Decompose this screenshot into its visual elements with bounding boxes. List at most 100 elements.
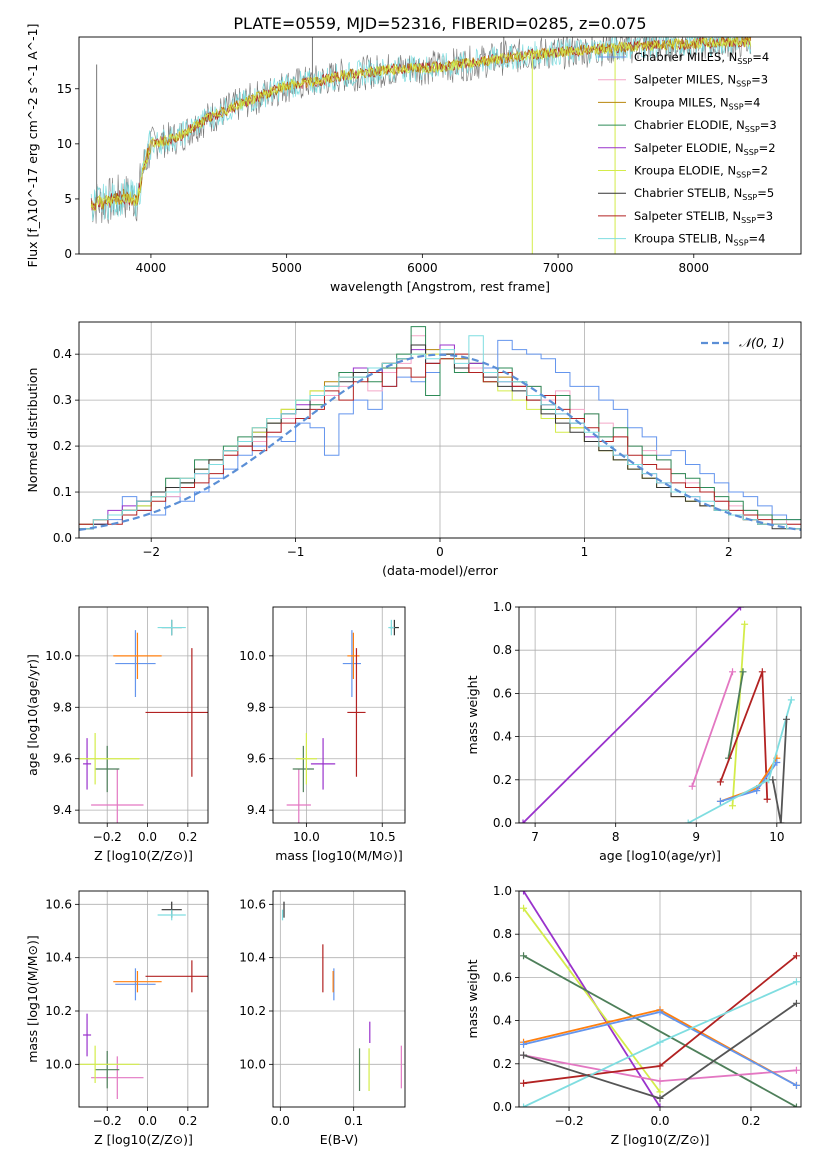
legend-label: Chabrier STELIB, NSSP=5 [634,186,774,202]
weight-marker [656,1094,664,1102]
errorbar-point [95,1051,120,1089]
weight-marker [739,668,747,676]
legend-label: Kroupa MILES, NSSP=4 [634,95,760,111]
y-tick-label: 10.4 [45,951,72,965]
x-tick-label: 0.0 [650,1114,669,1128]
legend-label-sub: SSP [737,57,752,66]
mass_vs_ebv-panel: 0.0 0.1 10.0 10.2 10.4 10.6 E(B-V) [239,890,406,1147]
y-axis-label: age [log10(age/yr)] [25,654,40,776]
weight-marker [763,795,771,803]
age_vs_mass-plot-area [286,619,399,823]
errorbar-point [347,648,366,777]
mass_vs_ebv-plot-area [281,901,402,1091]
x-tick-label: 0.2 [178,1114,197,1128]
weight-marker [520,1079,528,1087]
weight-marker [792,978,800,986]
weight-marker [520,952,528,960]
y-tick-label: 10.4 [239,951,266,965]
x-tick-label: 1 [581,545,589,559]
legend-label: Chabrier MILES, NSSP=4 [634,50,769,66]
weight_vs_Z-plot-area [520,891,800,1107]
residuals-panel: −2 −1 0 1 2 0.0 0.1 0.2 0.3 0.4 (data-model)/error… [25,321,802,578]
weight-line [691,671,734,787]
y-tick-label: 0.4 [493,730,512,744]
weight-marker [688,782,696,790]
x-axis-label: age [log10(age/yr)] [599,848,721,863]
y-tick-label: 9.4 [247,803,266,817]
weight-line [687,699,793,823]
errorbar-point [83,738,92,790]
spectrum-frame [78,36,802,255]
weight-marker [737,607,745,611]
weight-line [731,624,746,806]
weight-line [522,607,742,823]
legend-label-tail: =5 [757,186,774,200]
legend-label-main: Kroupa STELIB, N [634,232,734,246]
x-axis-label: wavelength [Angstrom, rest frame] [330,279,550,294]
errorbar-point [342,630,361,697]
x-tick-label: 0.0 [271,1114,290,1128]
x-tick-label: −0.2 [554,1114,583,1128]
y-axis-label: Flux [f_λ10^-17 erg cm^-2 s^-1 A^-1] [25,24,40,268]
x-tick-label: 6000 [407,261,438,275]
mass_vs_ebv-frame [272,890,406,1108]
x-tick-label: 2 [725,545,733,559]
x-tick-label: 8000 [679,261,710,275]
legend-label-main: Salpeter STELIB, N [634,209,741,223]
legend-label-main: Chabrier ELODIE, N [634,118,745,132]
x-tick-label: 10.0 [293,830,320,844]
x-tick-label: 10.5 [369,830,396,844]
errorbar-point [145,960,208,993]
spectrum-line [90,37,752,211]
y-axis-label: mass weight [465,675,480,754]
y-tick-label: 0.6 [493,970,512,984]
x-axis-label: (data-model)/error [382,563,499,578]
age_vs_mass-panel: 10.0 10.5 9.4 9.6 9.8 10.0 mass [log10(M/M⊙)] [239,606,406,863]
legend-label-tail: =2 [751,164,768,178]
histogram-step [79,353,801,525]
x-tick-label: 0.0 [138,830,157,844]
weight-marker [787,696,795,704]
x-tick-label: −0.2 [93,830,122,844]
y-tick-label: 9.6 [53,752,72,766]
weight-marker [520,1051,528,1059]
weight-marker [520,904,528,912]
legend-label-sub: SSP [729,102,744,111]
y-tick-label: 0.3 [53,393,72,407]
y-tick-label: 0.6 [493,686,512,700]
y-tick-label: 9.8 [247,700,266,714]
residuals-plot-area [79,326,801,531]
x-tick-label: 10 [769,830,784,844]
x-tick-label: 0.2 [741,1114,760,1128]
errorbar-point [295,733,317,785]
weight-marker [519,819,527,823]
y-tick-label: 0.2 [493,1057,512,1071]
x-tick-label: −2 [142,545,160,559]
y-tick-label: 10.6 [45,897,72,911]
y-tick-label: 1.0 [493,600,512,614]
mass_vs_Z-plot-area [79,901,208,1099]
x-axis-label: E(B-V) [320,1132,359,1147]
mass_vs_Z-panel: −0.2 0.0 0.2 10.0 10.2 10.4 10.6 Z [log10(Z/Z⊙)… [25,890,209,1147]
legend-label-tail: =3 [760,118,777,132]
y-axis-label: mass [log10(M/M⊙)] [25,935,40,1063]
weight-marker [656,1088,664,1096]
y-tick-label: 0 [64,247,72,261]
legend-label-sub: SSP [734,239,749,248]
legend-label-tail: =3 [756,209,773,223]
errorbar-point [91,1056,144,1099]
weight-marker [656,1077,664,1085]
age_vs_Z-plot-area [79,619,208,823]
legend-label-main: Chabrier MILES, N [634,50,737,64]
errorbar-point [145,648,208,777]
legend-label-sub: SSP [744,148,759,157]
y-tick-label: 0.8 [493,643,512,657]
legend-label-tail: =4 [744,95,761,109]
weight-line [522,907,661,1093]
mass_vs_Z-frame [78,890,209,1108]
legend-label: Kroupa STELIB, NSSP=4 [634,232,765,248]
weight-marker [716,778,724,786]
weight-marker [792,1103,800,1107]
x-tick-label: 4000 [136,261,167,275]
y-tick-label: 0.1 [53,485,72,499]
